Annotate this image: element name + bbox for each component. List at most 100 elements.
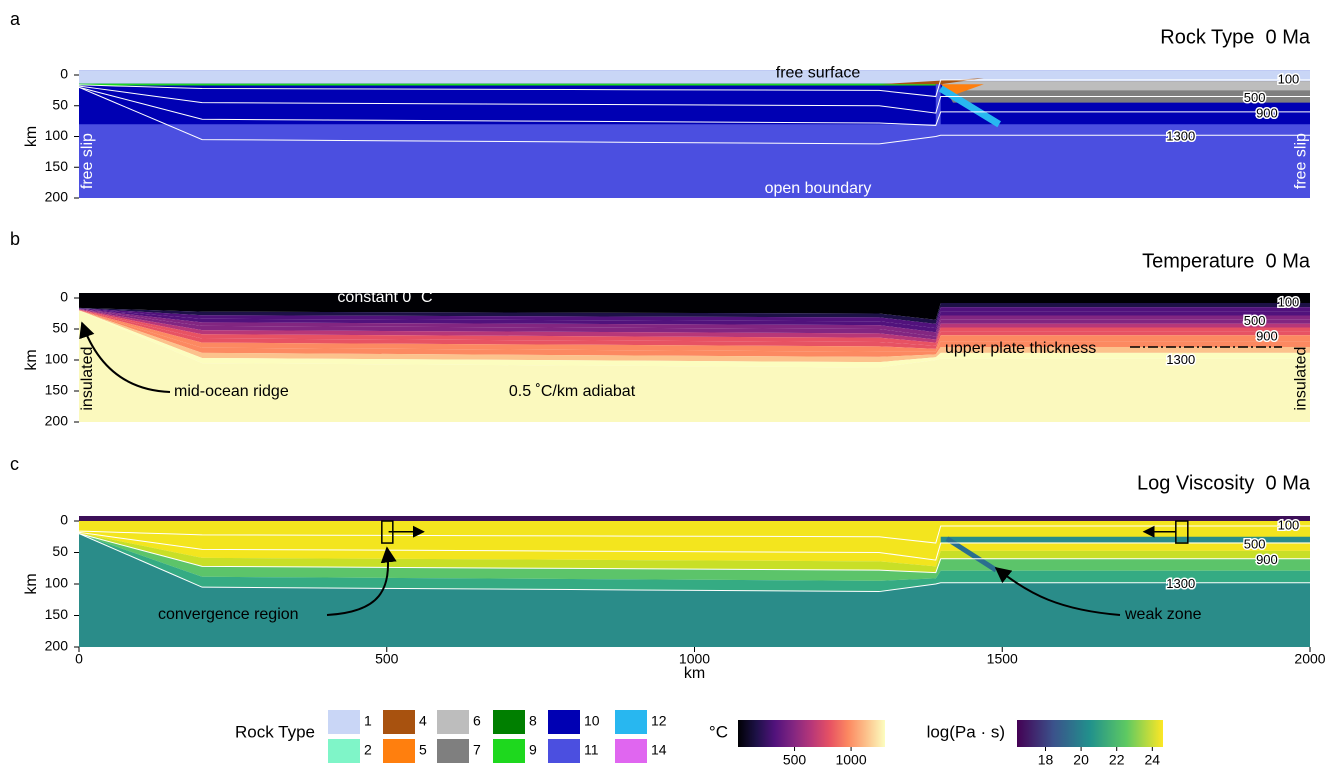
isotherm-label: 500: [1244, 536, 1266, 551]
legend-label: 2: [364, 742, 372, 758]
legend-label: 14: [651, 742, 667, 758]
colorbar-tick-label: 24: [1145, 752, 1161, 768]
isotherm: [78, 531, 1310, 561]
panel-letter: c: [10, 454, 19, 474]
arrow: [79, 321, 171, 393]
isotherm: [78, 85, 1310, 114]
annotation: convergence region: [158, 606, 299, 623]
colorbar-label: °C: [709, 722, 728, 741]
y-tick-label: 0: [60, 512, 68, 528]
weak-lower-crust: [940, 536, 1310, 543]
legend-swatch: [615, 739, 647, 763]
legend-label: 1: [364, 713, 372, 729]
y-tick-label: 200: [45, 413, 69, 429]
legend-label: 7: [473, 742, 481, 758]
annotation: insulated: [1293, 347, 1310, 411]
x-axis-label: km: [684, 665, 705, 682]
legend-swatch: [437, 710, 469, 734]
wedge: [879, 78, 984, 85]
panel-title: Log Viscosity 0 Ma: [1137, 472, 1311, 494]
y-tick-label: 100: [45, 351, 69, 367]
y-tick-label: 50: [52, 320, 68, 336]
legend-swatch: [437, 739, 469, 763]
colorbar-label: log(Pa · s): [927, 722, 1005, 741]
colorbar-tick-label: 22: [1109, 752, 1125, 768]
y-tick-label: 100: [45, 575, 69, 591]
panel-letter: b: [10, 229, 20, 249]
visc-mantle: [79, 533, 1310, 647]
y-tick-label: 150: [45, 606, 69, 622]
air: [79, 293, 1310, 298]
legend-label: 5: [419, 742, 427, 758]
legend-swatch: [493, 739, 525, 763]
legend-label: 6: [473, 713, 481, 729]
legend-title: Rock Type: [235, 722, 315, 741]
y-tick-label: 150: [45, 158, 69, 174]
y-tick-label: 100: [45, 127, 69, 143]
y-axis-label: km: [23, 349, 40, 370]
legend-swatch: [328, 739, 360, 763]
legend-swatch: [615, 710, 647, 734]
arrow: [326, 546, 397, 616]
legend-label: 4: [419, 713, 427, 729]
annotation: weak zone: [1124, 606, 1202, 623]
isotherm: [78, 86, 1310, 145]
arrow: [994, 567, 1121, 616]
adiabatic-mantle: [79, 310, 1310, 422]
legend-swatch: [548, 710, 580, 734]
temperature-band: [79, 308, 1310, 333]
x-tick-label: 1500: [987, 651, 1018, 667]
isotherm-label: 1300: [1166, 129, 1195, 144]
panel-letter: a: [10, 9, 21, 29]
weak-zone: [945, 536, 998, 573]
isotherm-label: 900: [1256, 329, 1278, 344]
isotherm-label: 100: [1278, 517, 1300, 532]
isotherm: [78, 525, 1310, 544]
colorbar-tick-label: 18: [1038, 752, 1054, 768]
temperature-band: [79, 310, 1310, 357]
temperature-band: [79, 309, 1310, 346]
colorbar: [738, 720, 885, 747]
oceanic-crust: [79, 83, 936, 86]
y-axis-label: km: [23, 573, 40, 594]
isotherm-label: 900: [1256, 105, 1278, 120]
legend-label: 9: [529, 742, 537, 758]
x-tick-label: 2000: [1294, 651, 1325, 667]
legend-label: 11: [584, 742, 599, 758]
y-tick-label: 50: [52, 96, 68, 112]
y-tick-label: 0: [60, 289, 68, 305]
isotherm: [78, 533, 1310, 574]
temperature-band: [79, 310, 1310, 363]
y-tick-label: 200: [45, 189, 69, 205]
temperature-band: [79, 302, 1310, 324]
annotation: upper plate thickness: [945, 340, 1096, 357]
legend-swatch: [493, 710, 525, 734]
y-axis-label: km: [23, 126, 40, 147]
legend-swatch: [383, 710, 415, 734]
annotation: constant 0 ˚C: [337, 289, 432, 306]
x-tick-label: 500: [375, 651, 399, 667]
legend-swatch: [328, 710, 360, 734]
temperature-band: [79, 307, 1310, 329]
legend-label: 12: [651, 713, 667, 729]
colorbar-tick-label: 500: [783, 752, 807, 768]
isotherm-label: 1300: [1166, 352, 1195, 367]
annotation: 0.5 ˚C/km adiabat: [509, 383, 636, 400]
annotation: free surface: [776, 64, 861, 81]
weak-zone: [938, 85, 1001, 128]
annotation: free slip: [1293, 133, 1310, 189]
y-tick-label: 150: [45, 382, 69, 398]
isotherm-label: 100: [1278, 71, 1300, 86]
temperature-band: [79, 310, 1310, 349]
upper-crust: [940, 81, 1310, 91]
temperature-band: [79, 298, 1310, 320]
isotherm-label: 500: [1244, 313, 1266, 328]
annotation: insulated: [79, 347, 96, 411]
isotherm: [78, 533, 1310, 593]
panel-title: Temperature 0 Ma: [1142, 250, 1311, 272]
legend-swatch: [548, 739, 580, 763]
isotherm-label: 100: [1278, 294, 1300, 309]
annotation: free slip: [79, 133, 96, 189]
temperature-band: [79, 310, 1310, 352]
temperature-band: [79, 309, 1310, 343]
